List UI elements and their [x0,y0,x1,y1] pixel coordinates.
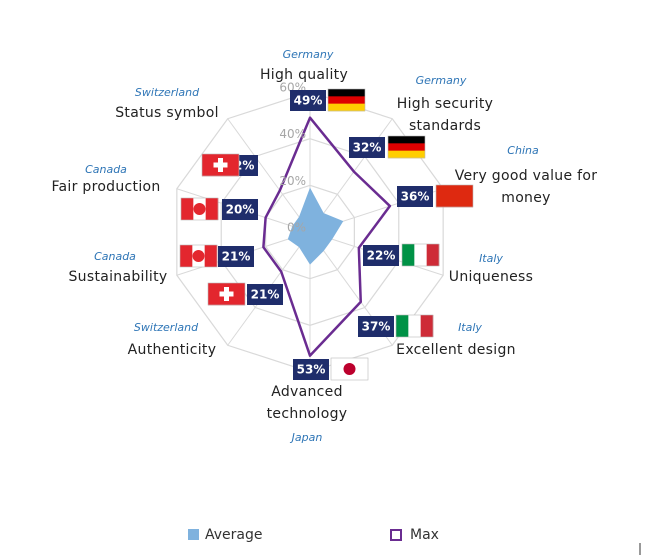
max-line [262,116,392,357]
category-label: Advanced technology [266,384,348,422]
flag-border [179,244,218,268]
category-label: Fair production [51,179,161,195]
value-box [218,246,254,267]
flag-stripe [328,103,365,112]
flag-border [201,153,240,177]
category-label: Sustainability [68,269,168,285]
flag [395,314,434,338]
value-box [349,137,385,158]
value-label: 21% [251,288,280,302]
flag-emblem [224,287,229,301]
flag-border [387,135,426,159]
tick-label: 20% [279,174,306,188]
flag [327,88,366,112]
value-label: 49% [294,94,323,108]
flag [207,282,246,306]
flag-stripe [328,96,365,104]
country-label: Japan [291,431,323,444]
flag [435,184,474,208]
country-label: Switzerland [133,321,199,334]
flag [401,243,440,267]
category-label: High security standards [396,96,494,134]
category-label: Uniqueness [448,269,534,285]
value-box [358,316,394,337]
flag-emblem [343,363,356,375]
category-label: Very good value for money [454,168,598,206]
flag [201,153,240,177]
category-label: Authenticity [127,342,217,358]
flag-border [330,357,369,381]
flag-emblem [192,250,205,262]
category-label: Status symbol [115,105,219,121]
tick-label: 0% [287,221,306,235]
flag-border [180,197,219,221]
value-box [363,245,399,266]
flag [180,197,219,221]
value-label: 53% [297,363,326,377]
legend-swatch [390,529,402,541]
value-label: 37% [362,320,391,334]
country-label: Germany [415,74,467,87]
value-label: 32% [353,141,382,155]
flag-stripe [180,245,193,267]
flag-stripe [388,136,425,144]
flag-border [395,314,434,338]
flag-stripe [420,315,434,337]
category-label: Excellent design [396,342,516,358]
category-label: High quality [259,67,349,83]
country-label: Italy [479,252,503,265]
value-label: 22% [367,249,396,263]
value-box [293,359,329,380]
flag-stripe [436,185,473,208]
flag-emblem [218,158,223,172]
country-label: Germany [282,48,334,61]
flag-border [435,184,474,208]
average-area [287,187,344,265]
country-label: Italy [458,321,482,334]
flag-stripe [414,244,427,266]
value-label: 20% [226,203,255,217]
flag-stripe [181,198,194,220]
flag-stripe [205,198,219,220]
flag-border [207,282,246,306]
flag-emblem [193,203,206,215]
value-label: 21% [222,250,251,264]
legend-label: Average [205,527,263,543]
flag [330,357,369,381]
flag-stripe [426,244,440,266]
value-box [247,284,283,305]
flag-stripe [396,315,409,337]
flag-stripe [388,143,425,151]
flag-stripe [204,245,218,267]
legend-swatch [188,529,199,540]
legend-label: Max [410,527,439,543]
flag [387,135,426,159]
value-box [397,186,433,207]
flag-border [327,88,366,112]
country-label: Switzerland [134,86,200,99]
country-label: Canada [94,250,136,263]
flag-stripe [328,89,365,97]
flag-stripe [388,150,425,159]
value-box [222,199,258,220]
flag-stripe [408,315,421,337]
country-label: Canada [85,163,127,176]
flag [179,244,218,268]
grid-spoke [227,118,311,233]
tick-label: 40% [279,127,306,141]
value-label: 36% [401,190,430,204]
flag-border [401,243,440,267]
country-label: China [507,144,539,157]
value-box [290,90,326,111]
flag-stripe [402,244,415,266]
